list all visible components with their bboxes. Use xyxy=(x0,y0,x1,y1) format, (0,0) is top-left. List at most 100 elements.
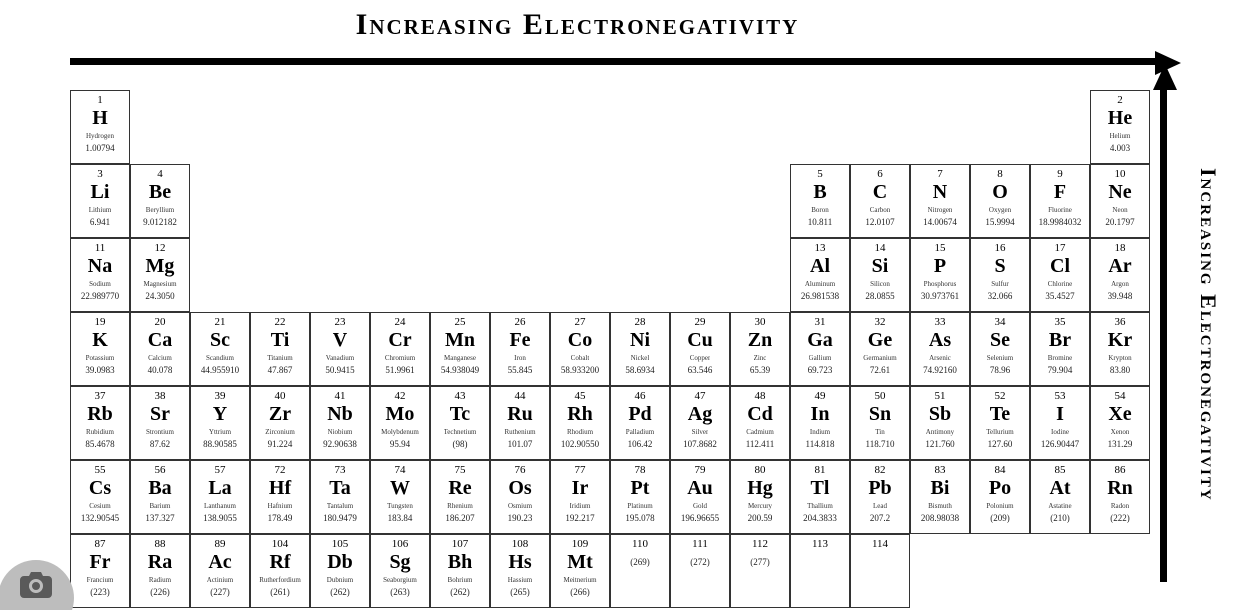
atomic-mass: 91.224 xyxy=(268,439,293,449)
element-symbol: Mn xyxy=(445,329,475,351)
element-symbol: Pd xyxy=(628,403,651,425)
atomic-number: 38 xyxy=(155,390,166,402)
atomic-mass: 78.96 xyxy=(990,365,1010,375)
element-symbol: Ac xyxy=(208,551,231,573)
element-cell-113: 113 xyxy=(790,534,850,608)
atomic-mass: 102.90550 xyxy=(561,439,599,449)
element-cell-Rf: 104RfRutherfordium(261) xyxy=(250,534,310,608)
atomic-number: 51 xyxy=(935,390,946,402)
atomic-mass: 192.217 xyxy=(565,513,594,523)
element-cell-Co: 27CoCobalt58.933200 xyxy=(550,312,610,386)
element-name: Titanium xyxy=(267,354,292,362)
atomic-mass: 87.62 xyxy=(150,439,170,449)
element-name: Gallium xyxy=(809,354,832,362)
element-name: Scandium xyxy=(206,354,234,362)
atomic-number: 16 xyxy=(995,242,1006,254)
element-cell-Kr: 36KrKrypton83.80 xyxy=(1090,312,1150,386)
element-symbol: Sc xyxy=(210,329,230,351)
camera-button[interactable] xyxy=(0,560,74,610)
atomic-number: 41 xyxy=(335,390,346,402)
atomic-mass: 22.989770 xyxy=(81,291,119,301)
element-symbol: Mo xyxy=(386,403,415,425)
element-name: Selenium xyxy=(987,354,1013,362)
atomic-number: 1 xyxy=(97,94,103,106)
element-name: Barium xyxy=(150,502,171,510)
element-cell-Be: 4BeBeryllium9.012182 xyxy=(130,164,190,238)
element-name: Neon xyxy=(1112,206,1127,214)
element-symbol: Pb xyxy=(868,477,891,499)
element-name: Rhodium xyxy=(567,428,593,436)
atomic-number: 72 xyxy=(275,464,286,476)
element-name: Silver xyxy=(692,428,709,436)
element-cell-Ru: 44RuRuthenium101.07 xyxy=(490,386,550,460)
element-cell-Ag: 47AgSilver107.8682 xyxy=(670,386,730,460)
element-name: Polonium xyxy=(986,502,1013,510)
atomic-number: 45 xyxy=(575,390,586,402)
camera-icon xyxy=(20,572,52,598)
element-cell-Fr: 87FrFrancium(223) xyxy=(70,534,130,608)
element-symbol: Y xyxy=(213,403,227,425)
atomic-mass: (226) xyxy=(150,587,170,597)
element-cell-Hg: 80HgMercury200.59 xyxy=(730,460,790,534)
element-cell-B: 5BBoron10.811 xyxy=(790,164,850,238)
atomic-number: 35 xyxy=(1055,316,1066,328)
atomic-number: 20 xyxy=(155,316,166,328)
element-name: Boron xyxy=(811,206,829,214)
element-cell-Bi: 83BiBismuth208.98038 xyxy=(910,460,970,534)
element-cell-Si: 14SiSilicon28.0855 xyxy=(850,238,910,312)
element-symbol: F xyxy=(1054,181,1066,203)
element-name: Beryllium xyxy=(146,206,174,214)
atomic-mass: (98) xyxy=(453,439,468,449)
element-name: Palladium xyxy=(626,428,654,436)
element-cell-Xe: 54XeXenon131.29 xyxy=(1090,386,1150,460)
element-cell-N: 7NNitrogen14.00674 xyxy=(910,164,970,238)
atomic-mass: 195.078 xyxy=(625,513,654,523)
element-cell-Sc: 21ScScandium44.955910 xyxy=(190,312,250,386)
atomic-number: 79 xyxy=(695,464,706,476)
atomic-mass: 107.8682 xyxy=(683,439,717,449)
element-name: Bohrium xyxy=(448,576,473,584)
element-name: Yttrium xyxy=(209,428,231,436)
element-symbol: Sb xyxy=(929,403,951,425)
atomic-number: 40 xyxy=(275,390,286,402)
atomic-mass: (227) xyxy=(210,587,230,597)
element-symbol: Hg xyxy=(747,477,773,499)
atomic-mass: 121.760 xyxy=(925,439,954,449)
atomic-number: 15 xyxy=(935,242,946,254)
element-symbol: V xyxy=(333,329,347,351)
element-cell-Rn: 86RnRadon(222) xyxy=(1090,460,1150,534)
atomic-mass: 47.867 xyxy=(268,365,293,375)
element-name: Molybdenum xyxy=(381,428,419,436)
element-cell-Al: 13AlAluminum26.981538 xyxy=(790,238,850,312)
atomic-mass: 138.9055 xyxy=(203,513,237,523)
atomic-mass: 207.2 xyxy=(870,513,890,523)
element-name: Iridium xyxy=(570,502,591,510)
atomic-mass: 15.9994 xyxy=(985,217,1014,227)
atomic-number: 37 xyxy=(95,390,106,402)
element-symbol: Ba xyxy=(148,477,171,499)
element-cell-Ga: 31GaGallium69.723 xyxy=(790,312,850,386)
element-name: Carbon xyxy=(870,206,891,214)
element-cell-Ra: 88RaRadium(226) xyxy=(130,534,190,608)
element-name: Iodine xyxy=(1051,428,1069,436)
element-cell-W: 74WTungsten183.84 xyxy=(370,460,430,534)
element-symbol: Hs xyxy=(508,551,531,573)
element-symbol: Zn xyxy=(748,329,772,351)
atomic-mass: (277) xyxy=(750,557,770,567)
element-symbol: N xyxy=(933,181,947,203)
atomic-mass: 12.0107 xyxy=(865,217,894,227)
element-cell-S: 16SSulfur32.066 xyxy=(970,238,1030,312)
atomic-number: 85 xyxy=(1055,464,1066,476)
element-cell-Ir: 77IrIridium192.217 xyxy=(550,460,610,534)
element-cell-Bh: 107BhBohrium(262) xyxy=(430,534,490,608)
element-symbol: K xyxy=(92,329,108,351)
atomic-number: 5 xyxy=(817,168,823,180)
element-cell-Ti: 22TiTitanium47.867 xyxy=(250,312,310,386)
atomic-number: 110 xyxy=(632,538,648,550)
element-name: Seaborgium xyxy=(383,576,417,584)
element-cell-Br: 35BrBromine79.904 xyxy=(1030,312,1090,386)
atomic-number: 86 xyxy=(1115,464,1126,476)
element-symbol: Re xyxy=(448,477,471,499)
atomic-number: 44 xyxy=(515,390,526,402)
atomic-mass: 9.012182 xyxy=(143,217,177,227)
